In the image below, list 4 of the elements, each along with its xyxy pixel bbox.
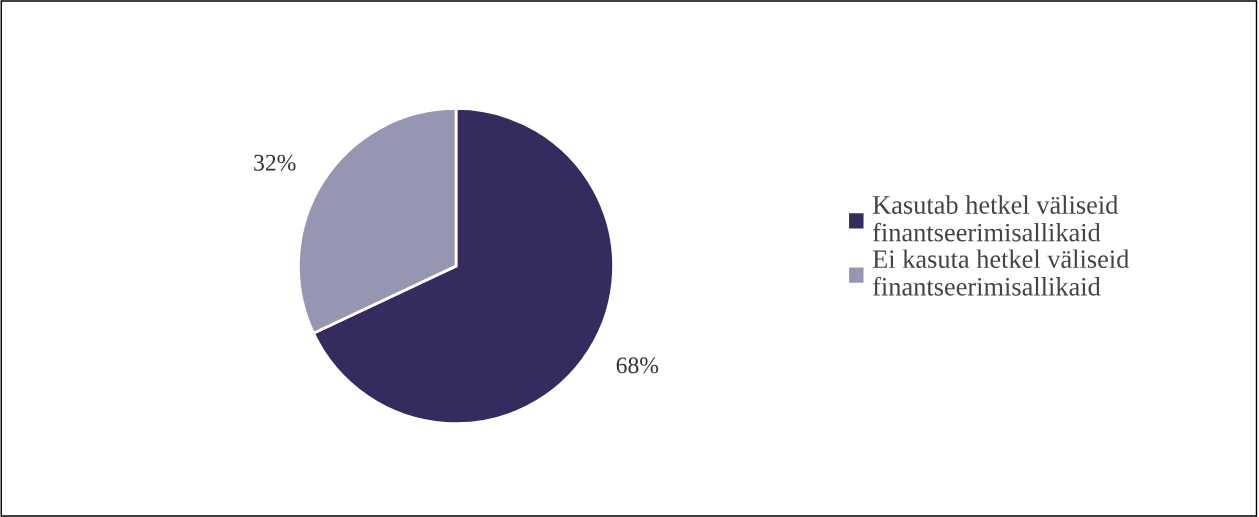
legend-label: Kasutab hetkel väliseid finantseerimisallikaid (872, 195, 1119, 242)
data-label: 68% (616, 357, 659, 374)
legend-label: Ei kasuta hetkel väliseid finantseerimisallikaid (872, 249, 1130, 296)
data-label: 32% (254, 154, 296, 171)
